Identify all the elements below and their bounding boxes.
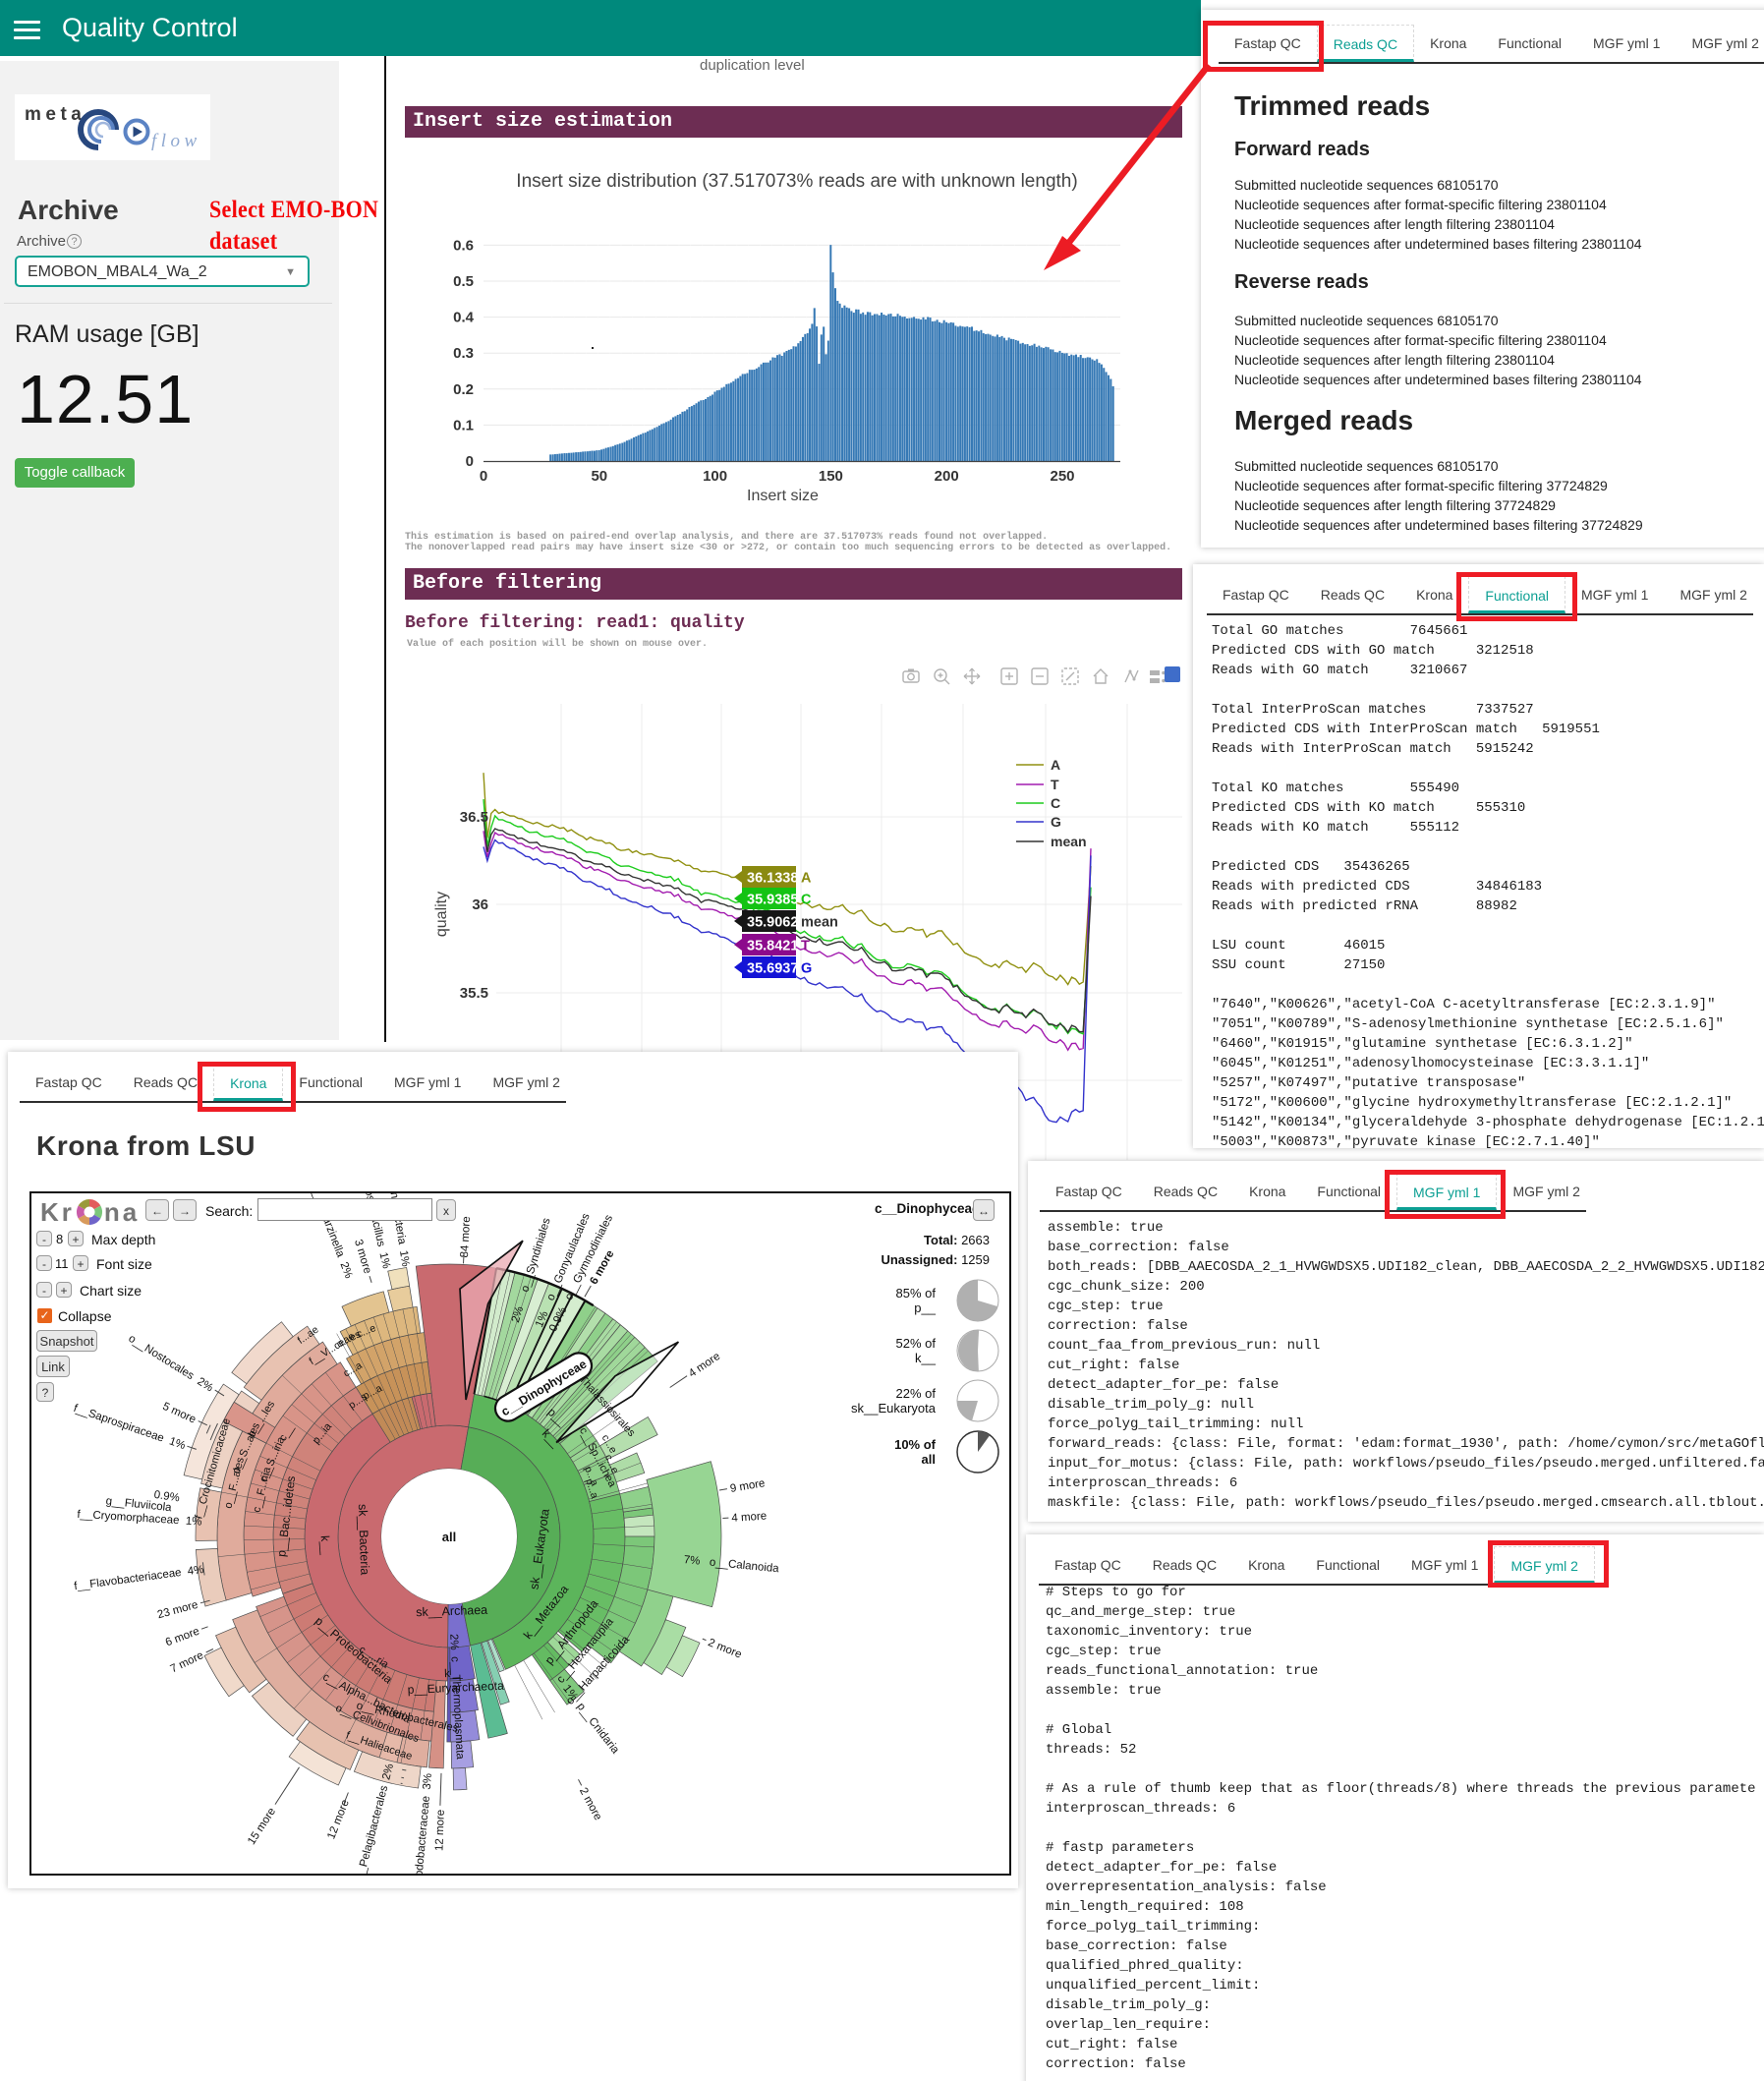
svg-text:6 more: 6 more [164,1626,201,1649]
svg-text:250: 250 [1050,468,1074,485]
svg-text:G: G [1051,814,1061,830]
svg-text:0.9%: 0.9% [153,1489,181,1505]
svg-text:2 more: 2 more [577,1786,603,1822]
svg-text:flow: flow [151,131,201,151]
svg-text:mean: mean [801,915,838,931]
svg-text:0.3: 0.3 [453,345,474,362]
svg-text:0.6: 0.6 [453,237,474,254]
svg-text:A: A [1051,757,1060,773]
svg-text:35.5: 35.5 [460,985,488,1002]
svg-text:35.9062: 35.9062 [747,915,798,931]
svg-text:f__Cryomorphaceae 1%: f__Cryomorphaceae 1% [77,1509,202,1529]
svg-text:12 more: 12 more [325,1798,352,1841]
svg-text:200: 200 [935,468,959,485]
svg-text:T: T [1051,777,1059,792]
svg-text:all: all [442,1530,456,1544]
svg-text:sk__Bacteria: sk__Bacteria [356,1504,372,1576]
svg-text:3 more: 3 more [352,1239,373,1276]
svg-text:k__: k__ [444,1668,464,1681]
svg-text:0.5: 0.5 [453,273,474,290]
svg-text:k__: k__ [318,1535,333,1556]
svg-text:15 more: 15 more [246,1806,278,1847]
svg-text:0.2: 0.2 [453,381,474,398]
svg-text:o__Nostocales 2%: o__Nostocales 2% [126,1333,214,1395]
svg-text:f__Flavobacteriaceae 4%: f__Flavobacteriaceae 4% [74,1564,204,1592]
svg-text:2 more: 2 more [707,1637,744,1661]
svg-text:100: 100 [703,468,727,485]
svg-text:4 more: 4 more [687,1351,722,1380]
svg-text:quality: quality [433,892,450,937]
svg-text:50: 50 [591,468,607,485]
svg-text:C: C [801,893,812,908]
svg-text:36.1338: 36.1338 [747,871,798,887]
svg-text:meta: meta [25,104,85,125]
svg-text:0: 0 [480,468,487,485]
svg-text:T: T [801,939,810,954]
svg-text:4 more: 4 more [731,1511,768,1525]
svg-text:0.1: 0.1 [453,417,474,434]
svg-text:C: C [1051,795,1060,811]
svg-text:12 more: 12 more [433,1810,446,1852]
svg-text:36.5: 36.5 [460,809,488,826]
svg-text:A: A [801,871,812,887]
svg-text:0.4: 0.4 [453,310,475,326]
svg-text:7 more: 7 more [169,1649,205,1675]
svg-text:9 more: 9 more [729,1477,766,1495]
svg-text:84 more: 84 more [459,1216,473,1258]
svg-text:35.8421: 35.8421 [747,939,798,954]
svg-text:0: 0 [466,453,474,470]
svg-text:35.6937: 35.6937 [747,961,798,977]
svg-text:G: G [801,961,812,977]
svg-text:150: 150 [819,468,843,485]
svg-text:p__Euryarchaeota: p__Euryarchaeota [407,1679,504,1697]
svg-text:35.9385: 35.9385 [747,893,798,908]
svg-text:23 more: 23 more [156,1599,199,1622]
svg-text:36: 36 [472,896,488,913]
svg-text:1% p__Cnidaria: 1% p__Cnidaria [560,1683,621,1757]
svg-text:mean: mean [1051,834,1087,849]
svg-text:sk__Archaea: sk__Archaea [416,1603,487,1620]
svg-text:5 more: 5 more [161,1401,199,1426]
